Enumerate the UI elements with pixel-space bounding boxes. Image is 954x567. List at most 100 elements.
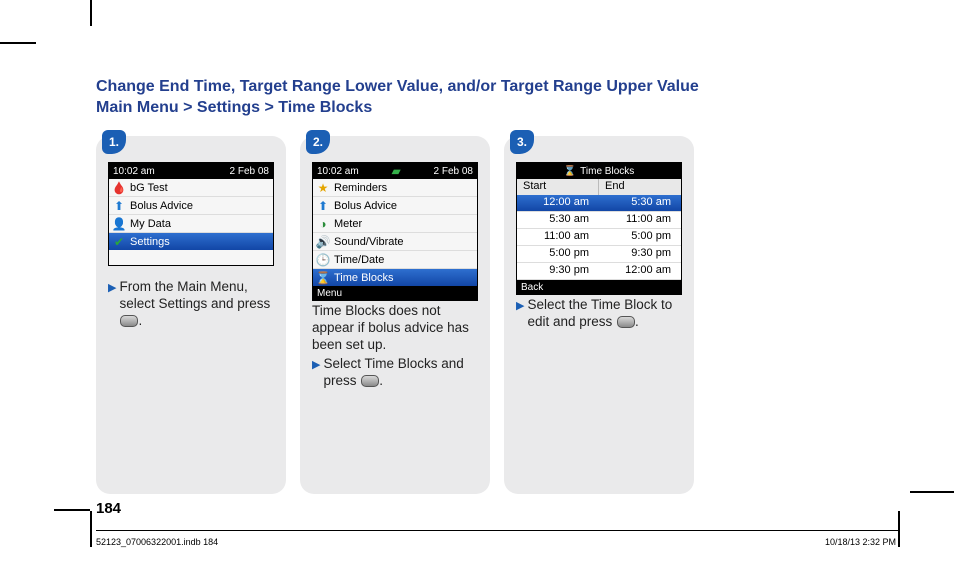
status-date: 2 Feb 08 [230,166,269,177]
menu-item[interactable]: ★ Reminders [313,179,477,197]
main-menu-list: 🩸 bG Test ⬆︎ Bolus Advice 👤 My Data ✔︎ Settings [109,179,273,250]
soft-key-bar: Menu [313,286,477,300]
menu-item-label: Reminders [334,182,387,194]
menu-item-label: My Data [130,218,171,230]
table-cell: 5:30 am [599,195,681,211]
softkey-label: Menu [317,288,342,299]
crop-mark [90,511,92,547]
instr-text: Select Time Blocks and press [323,356,463,388]
status-bar: 10:02 am ▰ 2 Feb 08 [313,163,477,179]
step-instructions: Time Blocks does not appear if bolus adv… [312,302,482,391]
step-badge-2: 2. [306,130,330,154]
table-cell: 11:00 am [599,212,681,228]
timeblocks-icon: ⌛ [564,166,576,177]
menu-item-label: Bolus Advice [130,200,193,212]
menu-item-label: Settings [130,236,170,248]
menu-item-label: bG Test [130,182,168,194]
table-cell: 5:30 am [517,212,599,228]
heading-line2: Main Menu > Settings > Time Blocks [96,99,372,116]
table-title-bar: ⌛ Time Blocks [517,163,681,179]
table-cell: 5:00 pm [517,246,599,262]
device-screen-1: 10:02 am 2 Feb 08 🩸 bG Test ⬆︎ Bolus Advice… [108,162,274,266]
device-screen-3: ⌛ Time Blocks Start End 12:00 am5:30 am5… [516,162,682,295]
menu-item[interactable]: ◑ Meter [313,215,477,233]
table-row[interactable]: 12:00 am5:30 am [517,195,681,212]
crop-mark [898,511,900,547]
menu-item-label: Bolus Advice [334,200,397,212]
status-date: 2 Feb 08 [434,166,473,177]
softkey-label: Back [521,282,543,293]
step-card-3: 3. ⌛ Time Blocks Start End 12:00 am5:30 … [504,136,694,494]
menu-item-icon: 👤 [112,217,126,231]
heading-line1: Change End Time, Target Range Lower Valu… [96,78,699,95]
page-number: 184 [96,500,121,517]
menu-item[interactable]: 👤 My Data [109,215,273,233]
menu-item-icon: 🕒 [316,253,330,267]
footer-right: 10/18/13 2:32 PM [825,537,896,547]
col-end: End [599,179,681,195]
settings-menu-list: ★ Reminders ⬆︎ Bolus Advice ◑ Meter 🔊 Sound/Vib… [313,179,477,286]
table-header: Start End [517,179,681,195]
soft-key-bar: Back [517,280,681,294]
menu-item-icon: ⬆︎ [316,199,330,213]
menu-item[interactable]: ⌛ Time Blocks [313,269,477,286]
document-page: { "title": { "line1": "Change End Time, … [0,0,954,567]
crop-mark [0,42,36,44]
step-card-2: 2. 10:02 am ▰ 2 Feb 08 ★Reminders⬆︎Bolus… [300,136,490,494]
status-bar: 10:02 am 2 Feb 08 [109,163,273,179]
menu-item[interactable]: ⬆︎ Bolus Advice [313,197,477,215]
menu-item[interactable]: ✔︎ Settings [109,233,273,250]
menu-item-icon: ◑ [316,217,330,231]
bullet-icon: ▶ [108,280,116,331]
bullet-icon: ▶ [516,298,524,332]
crop-mark [90,0,92,26]
menu-item-icon: ⬆︎ [112,199,126,213]
device-screen-2: 10:02 am ▰ 2 Feb 08 ★ Reminders ⬆︎ Bolus Ad… [312,162,478,301]
menu-item-label: Time Blocks [334,272,394,284]
step-badge-3: 3. [510,130,534,154]
menu-item[interactable]: ⬆︎ Bolus Advice [109,197,273,215]
enter-button-icon [120,315,138,327]
instr-text: From the Main Menu, select Settings and … [119,279,270,311]
col-start: Start [517,179,599,195]
menu-item-icon: ⌛ [316,271,330,285]
step-instructions: ▶ From the Main Menu, select Settings an… [108,278,278,331]
step-cards: 1. 10:02 am 2 Feb 08 🩸bG Test⬆︎Bolus Adv… [96,136,694,494]
table-cell: 12:00 am [517,195,599,211]
menu-item-label: Meter [334,218,362,230]
enter-button-icon [617,316,635,328]
table-row[interactable]: 5:00 pm9:30 pm [517,246,681,263]
table-cell: 12:00 am [599,263,681,279]
menu-item-icon: 🔊 [316,235,330,249]
menu-item-icon: 🩸 [112,181,126,195]
menu-item[interactable]: 🩸 bG Test [109,179,273,197]
footer-left: 52123_07006322001.indb 184 [96,537,218,547]
menu-item-icon: ✔︎ [112,235,126,249]
menu-item-label: Sound/Vibrate [334,236,404,248]
crop-mark [54,509,90,511]
table-title: Time Blocks [580,166,634,177]
page-heading: Change End Time, Target Range Lower Valu… [96,76,876,118]
instr-text: Select the Time Block to edit and press [527,297,672,329]
table-row[interactable]: 11:00 am5:00 pm [517,229,681,246]
table-cell: 9:30 pm [599,246,681,262]
enter-button-icon [361,375,379,387]
menu-item-label: Time/Date [334,254,384,266]
crop-mark [910,491,954,493]
step-instructions: ▶ Select the Time Block to edit and pres… [516,296,686,332]
footer-rule [96,530,898,531]
status-time: 10:02 am [113,166,155,177]
time-blocks-rows: 12:00 am5:30 am5:30 am11:00 am11:00 am5:… [517,195,681,280]
table-cell: 11:00 am [517,229,599,245]
menu-item[interactable]: 🕒 Time/Date [313,251,477,269]
menu-item[interactable]: 🔊 Sound/Vibrate [313,233,477,251]
bullet-icon: ▶ [312,357,320,391]
instr-text: Time Blocks does not appear if bolus adv… [312,302,482,353]
table-row[interactable]: 5:30 am11:00 am [517,212,681,229]
table-cell: 5:00 pm [599,229,681,245]
step-badge-1: 1. [102,130,126,154]
step-card-1: 1. 10:02 am 2 Feb 08 🩸bG Test⬆︎Bolus Adv… [96,136,286,494]
menu-item-icon: ★ [316,181,330,195]
table-row[interactable]: 9:30 pm12:00 am [517,263,681,280]
table-cell: 9:30 pm [517,263,599,279]
